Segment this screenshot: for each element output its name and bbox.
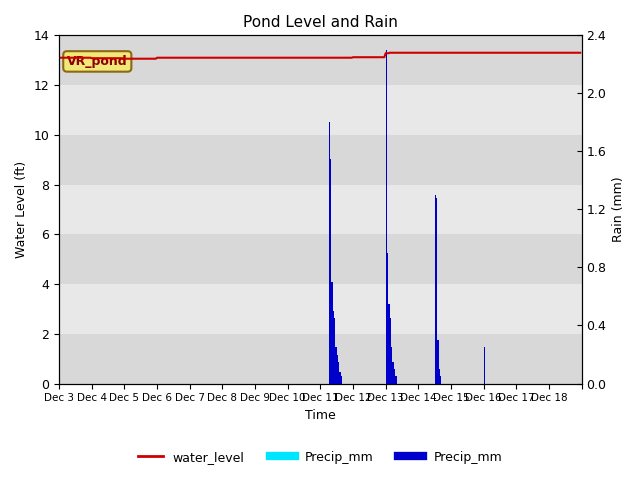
Bar <box>59 184 582 234</box>
Bar <box>387 362 388 384</box>
Bar <box>484 381 485 384</box>
Bar <box>436 198 437 384</box>
Bar <box>338 362 339 384</box>
Bar <box>395 379 397 384</box>
Bar <box>394 378 395 384</box>
Bar <box>328 122 330 384</box>
Title: Pond Level and Rain: Pond Level and Rain <box>243 15 398 30</box>
Bar <box>332 282 333 384</box>
Bar <box>436 358 437 384</box>
Bar <box>59 85 582 135</box>
Bar <box>435 362 436 384</box>
Bar <box>339 378 340 384</box>
Bar <box>440 379 442 384</box>
Bar <box>439 369 440 384</box>
Bar <box>386 50 387 384</box>
Bar <box>59 334 582 384</box>
Bar <box>338 376 339 384</box>
Bar <box>391 372 392 384</box>
Bar <box>340 379 342 384</box>
Bar <box>337 355 338 384</box>
X-axis label: Time: Time <box>305 409 336 422</box>
Bar <box>484 347 485 384</box>
Bar <box>59 284 582 334</box>
Bar <box>334 369 335 384</box>
Bar <box>435 195 436 384</box>
Bar <box>332 362 333 384</box>
Bar <box>339 372 340 384</box>
Bar <box>439 376 440 384</box>
Bar <box>437 372 439 384</box>
Bar <box>335 372 337 384</box>
Bar <box>437 340 439 384</box>
Legend: water_level, Precip_mm, Precip_mm: water_level, Precip_mm, Precip_mm <box>133 446 507 469</box>
Bar <box>59 135 582 184</box>
Bar <box>334 318 335 384</box>
Bar <box>390 318 391 384</box>
Bar <box>335 347 337 384</box>
Bar <box>386 352 387 384</box>
Bar <box>394 369 395 384</box>
Bar <box>391 347 392 384</box>
Bar <box>330 352 332 384</box>
Bar <box>333 311 334 384</box>
Y-axis label: Rain (mm): Rain (mm) <box>612 177 625 242</box>
Bar <box>440 376 442 384</box>
Bar <box>388 366 390 384</box>
Bar <box>328 358 330 384</box>
Bar <box>392 362 394 384</box>
Bar <box>59 234 582 284</box>
Bar <box>337 373 338 384</box>
Text: VR_pond: VR_pond <box>67 55 127 68</box>
Bar <box>395 376 397 384</box>
Bar <box>388 304 390 384</box>
Bar <box>390 369 391 384</box>
Bar <box>333 366 334 384</box>
Bar <box>59 36 582 85</box>
Bar <box>340 376 342 384</box>
Y-axis label: Water Level (ft): Water Level (ft) <box>15 161 28 258</box>
Bar <box>330 159 332 384</box>
Bar <box>392 375 394 384</box>
Bar <box>387 253 388 384</box>
